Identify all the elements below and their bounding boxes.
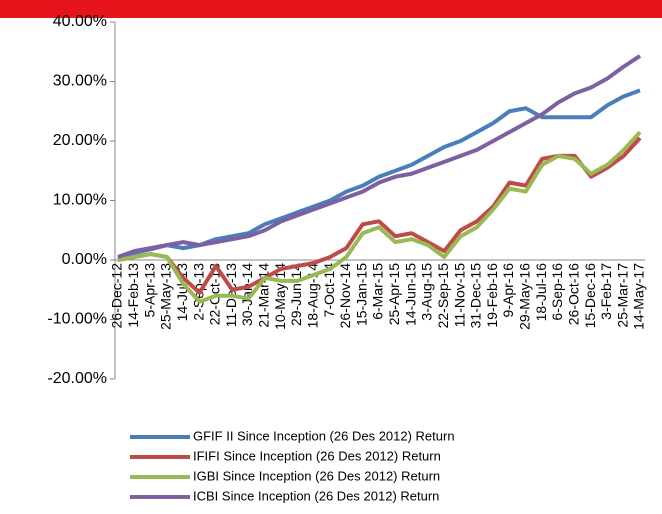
y-tick-label: -10.00% [47,311,107,328]
y-tick-label: 40.00% [53,13,107,30]
x-tick-label: 3-Feb-17 [598,263,614,320]
x-tick-label: 6-Sep-16 [549,263,565,321]
legend-label: GFIF II Since Inception (26 Des 2012) Re… [193,428,455,443]
x-tick-label: 19-Feb-16 [484,263,500,328]
y-tick-label: -20.00% [47,370,107,387]
x-tick-label: 26-Nov-14 [337,263,353,329]
series-line [117,130,642,304]
x-tick-label: 26-Oct-16 [565,263,581,325]
y-tick-label: 30.00% [53,73,107,90]
x-tick-label: 25-Mar-17 [614,263,630,328]
x-tick-label: 25-Apr-15 [386,263,402,325]
x-tick-label: 26-Dec-12 [109,263,125,329]
x-tick-label: 22-Sep-15 [435,263,451,329]
x-tick-label: 9-Apr-16 [500,263,516,318]
x-tick-label: 3-Aug-15 [419,263,435,321]
y-tick-label: 10.00% [53,192,107,209]
x-tick-label: 18-Aug-14 [304,263,320,329]
x-tick-label: 6-Mar-15 [370,263,386,320]
x-tick-label: 14-May-17 [631,263,647,330]
x-tick-label: 5-Apr-13 [141,263,157,318]
x-tick-label: 7-Oct-14 [321,263,337,318]
x-tick-label: 15-Dec-16 [582,263,598,329]
x-tick-label: 31-Dec-15 [468,263,484,329]
x-tick-label: 30-Jan-14 [239,263,255,326]
series-line [117,88,641,261]
x-tick-label: 14-Feb-13 [125,263,141,328]
x-tick-label: 21-Mar-14 [256,263,272,328]
x-tick-label: 29-Jun-14 [288,263,304,326]
y-tick-label: 20.00% [53,132,107,149]
x-tick-label: 29-May-16 [517,263,533,330]
x-tick-label: 25-May-13 [158,263,174,330]
legend-label: IFIFI Since Inception (26 Des 2012) Retu… [193,448,441,463]
x-tick-label: 18-Jul-16 [533,263,549,322]
legend-label: IGBI Since Inception (26 Des 2012) Retur… [193,468,440,483]
x-tick-label: 14-Jun-15 [402,263,418,326]
x-tick-label: 15-Jan-15 [353,263,369,326]
series-line [117,54,642,259]
x-tick-label: 11-Nov-15 [451,263,467,328]
y-tick-label: 0.00% [62,251,107,268]
header-bar [0,0,662,18]
legend-label: ICBI Since Inception (26 Des 2012) Retur… [193,488,439,503]
